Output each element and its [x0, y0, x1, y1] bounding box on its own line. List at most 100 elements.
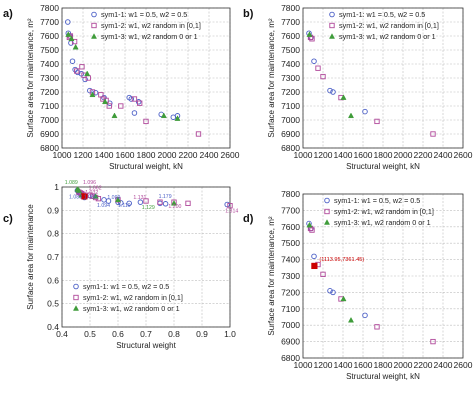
data-point: [160, 112, 167, 119]
x-tick-label: 1200: [314, 150, 333, 160]
legend-entry: sym1-1: w1 = 0.5, w2 = 0.5: [339, 10, 425, 19]
x-tick-label: 1600: [354, 150, 373, 160]
legend-marker: [324, 208, 330, 215]
x-tick-label: 1400: [334, 150, 353, 160]
data-label: 1.096: [83, 180, 96, 186]
data-point: [89, 91, 96, 98]
y-tick-label: 6900: [40, 129, 59, 139]
x-axis-label: Structural weight, kN: [346, 162, 420, 171]
data-point: [330, 289, 336, 296]
data-point: [327, 288, 333, 294]
x-tick-label: 0.8: [168, 329, 180, 339]
highlight-label: (1113.95,7361.45): [319, 257, 364, 263]
panel-label: a): [3, 8, 13, 20]
x-axis-label: Structural weight: [116, 341, 176, 350]
series-2: [66, 33, 202, 137]
chart-panel-2: b) 1000 1200 1400 1600 1800 2000 2200 2400 2600 68…: [243, 3, 473, 171]
legend-marker: [329, 11, 335, 18]
y-tick-label: 7300: [281, 271, 300, 281]
y-tick-label: 6900: [281, 129, 300, 139]
x-tick-label: 1200: [74, 150, 93, 160]
legend-entry: sym1-1: w1 = 0.5, w2 = 0.5: [101, 10, 187, 19]
x-tick-label: 2200: [414, 360, 433, 370]
x-tick-label: 2000: [394, 360, 413, 370]
data-point: [320, 73, 326, 80]
legend-entry: sym1-3: w1, w2 random 0 or 1: [83, 304, 180, 313]
y-axis-label: Surface area for maintenance, m²: [26, 18, 35, 138]
legend-marker: [90, 33, 98, 39]
data-point: [430, 338, 436, 345]
data-point: [224, 201, 230, 208]
series-1: [306, 30, 368, 115]
legend-marker: [73, 294, 79, 301]
legend-entry: sym1-3: w1, w2 random 0 or 1: [339, 32, 436, 41]
legend-marker: [91, 11, 97, 18]
data-label: 1.065: [84, 195, 97, 201]
data-point: [143, 118, 149, 125]
panel-label: b): [243, 8, 254, 20]
data-point: [340, 295, 347, 302]
x-tick-label: 1400: [334, 360, 353, 370]
x-tick-label: 1600: [354, 360, 373, 370]
legend-entry: sym1-2: w1, w2 random in [0,1]: [334, 207, 434, 216]
data-label: 1.032: [85, 190, 98, 196]
data-point: [170, 200, 178, 206]
x-tick-label: 1200: [314, 360, 333, 370]
x-tick-label: 1.0: [224, 329, 236, 339]
legend-marker: [328, 33, 336, 39]
y-tick-label: 7400: [281, 59, 300, 69]
x-tick-label: 1600: [116, 150, 135, 160]
data-point: [72, 66, 78, 73]
data-point: [320, 271, 326, 278]
data-point: [362, 108, 368, 115]
legend-entry: sym1-1: w1 = 0.5, w2 = 0.5: [83, 282, 169, 291]
legend-entry: sym1-2: w1, w2 random in [0,1]: [339, 21, 439, 30]
data-point: [174, 115, 181, 121]
data-point: [311, 58, 317, 64]
data-point: [92, 89, 99, 96]
y-tick-label: 0.7: [47, 252, 59, 262]
series-2: [307, 34, 436, 137]
data-point: [111, 112, 118, 119]
data-point: [227, 203, 233, 209]
y-tick-label: 0.9: [47, 205, 59, 215]
highlight-point: [311, 262, 318, 270]
data-point: [306, 221, 313, 228]
y-tick-label: 7700: [40, 17, 59, 27]
legend-entry: sym1-3: w1, w2 random 0 or 1: [101, 32, 198, 41]
legend-marker: [72, 305, 80, 311]
y-axis-label: Surface area for maintenance: [26, 204, 35, 310]
data-point: [347, 112, 355, 119]
data-point: [311, 253, 317, 260]
y-tick-label: 7800: [40, 3, 59, 13]
y-tick-label: 7000: [281, 320, 300, 330]
plot-frame: [61, 186, 231, 328]
data-label: 1.083: [69, 195, 82, 201]
data-point: [374, 324, 380, 330]
data-point: [95, 196, 102, 202]
y-tick-label: 7600: [281, 31, 300, 41]
legend-marker: [323, 219, 331, 225]
panel-label: d): [243, 213, 254, 225]
y-tick-label: 6800: [281, 353, 300, 363]
data-point: [340, 94, 347, 100]
data-point: [330, 89, 336, 95]
data-point: [309, 227, 315, 233]
data-point: [131, 96, 138, 102]
legend-entry: sym1-2: w1, w2 random in [0,1]: [101, 21, 201, 30]
data-point: [347, 316, 355, 323]
plot-frame: [302, 193, 464, 359]
y-tick-label: 7600: [40, 31, 59, 41]
data-point: [430, 131, 436, 137]
y-tick-label: 7300: [40, 73, 59, 83]
y-tick-label: 7700: [281, 205, 300, 215]
data-point: [114, 196, 122, 203]
y-tick-label: 7400: [40, 59, 59, 69]
x-tick-label: 1000: [294, 360, 313, 370]
data-label: 1.062: [89, 185, 102, 191]
data-point: [87, 192, 93, 198]
y-tick-label: 7100: [281, 101, 300, 111]
x-tick-label: 0.5: [84, 329, 96, 339]
x-tick-label: 2600: [454, 360, 473, 370]
